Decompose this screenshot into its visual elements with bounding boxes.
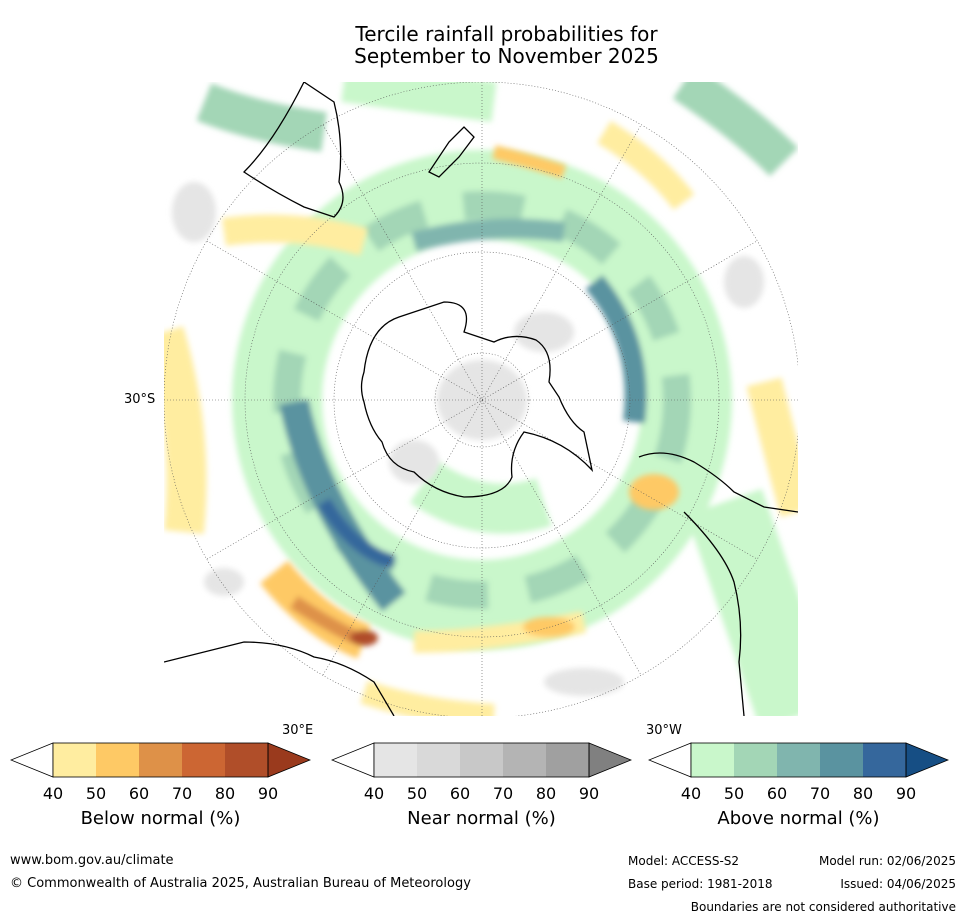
coastlines [164, 82, 798, 716]
near-normal-colorbar-bin [417, 743, 460, 777]
near-normal-colorbar [331, 742, 632, 778]
above-normal-tick-label: 80 [852, 784, 874, 803]
below-normal-tick-label: 90 [257, 784, 279, 803]
chart-title-line2: September to November 2025 [354, 44, 659, 68]
lon-label-30w: 30°W [646, 723, 682, 738]
near-normal-tick-label: 40 [363, 784, 385, 803]
south-america-coast [638, 452, 798, 513]
below-normal-colorbar-bin [139, 743, 182, 777]
footer-website: www.bom.gov.au/climate [10, 853, 174, 868]
below-normal-colorbar-bin [182, 743, 225, 777]
lon-label-30e: 30°E [282, 723, 314, 738]
near-normal-colorbar-bin [503, 743, 546, 777]
near-normal-colorbar-bin [546, 743, 589, 777]
below-normal-colorbar-upper-extend [267, 742, 311, 778]
footer-model: Model: ACCESS-S2 [628, 854, 740, 868]
near-normal-colorbar-title: Near normal (%) [407, 808, 556, 829]
near-normal-colorbar-bin [460, 743, 503, 777]
above-normal-colorbar-lower-extend [648, 742, 692, 778]
above-normal-tick-label: 70 [809, 784, 831, 803]
near-normal-tick-label: 90 [578, 784, 600, 803]
above-normal-tick-label: 60 [766, 784, 788, 803]
footer-issued: Issued: 04/06/2025 [840, 877, 956, 891]
below-normal-colorbar-title: Below normal (%) [80, 808, 241, 829]
above-normal-tick-label: 90 [895, 784, 917, 803]
below-normal-tick-label: 50 [85, 784, 107, 803]
south-america-west [683, 511, 745, 716]
chart-title-line1: Tercile rainfall probabilities for [355, 22, 658, 46]
new-zealand-coast [428, 126, 475, 178]
below-normal-tick-label: 60 [128, 784, 150, 803]
graticule [164, 82, 798, 716]
near-normal-tick-label: 60 [449, 784, 471, 803]
near-normal-colorbar-lower-extend [331, 742, 375, 778]
above-normal-colorbar [648, 742, 949, 778]
above-normal-tick-label: 40 [680, 784, 702, 803]
above-normal-colorbar-bin [820, 743, 863, 777]
below-normal-colorbar-lower-extend [10, 742, 54, 778]
above-normal-colorbar-bin [863, 743, 906, 777]
africa-coast [164, 641, 395, 716]
australia-coast [242, 82, 344, 218]
below-normal-colorbar-bin [96, 743, 139, 777]
below-normal-tick-label: 70 [171, 784, 193, 803]
footer-base-period: Base period: 1981-2018 [628, 877, 773, 891]
above-normal-colorbar-bin [734, 743, 777, 777]
above-normal-colorbar-title: Above normal (%) [717, 808, 880, 829]
near-normal-tick-label: 50 [406, 784, 428, 803]
above-normal-colorbar-bin [691, 743, 734, 777]
below-normal-tick-label: 80 [214, 784, 236, 803]
above-normal-tick-label: 50 [723, 784, 745, 803]
near-normal-colorbar-bin [374, 743, 417, 777]
footer-copyright: © Commonwealth of Australia 2025, Austra… [10, 876, 471, 891]
below-normal-tick-label: 40 [42, 784, 64, 803]
below-normal-colorbar-bin [225, 743, 268, 777]
antarctica-coast [360, 301, 594, 498]
near-normal-colorbar-upper-extend [588, 742, 632, 778]
above-normal-colorbar-bin [777, 743, 820, 777]
below-normal-colorbar [10, 742, 311, 778]
above-normal-colorbar-upper-extend [905, 742, 949, 778]
near-normal-tick-label: 70 [492, 784, 514, 803]
footer-model-run: Model run: 02/06/2025 [818, 854, 956, 868]
near-normal-tick-label: 80 [535, 784, 557, 803]
probability-map [164, 82, 798, 716]
lat-label-30s: 30°S [124, 392, 156, 407]
footer-disclaimer: Boundaries are not considered authoritat… [690, 900, 956, 914]
below-normal-colorbar-bin [53, 743, 96, 777]
below-normal-field [164, 120, 798, 716]
